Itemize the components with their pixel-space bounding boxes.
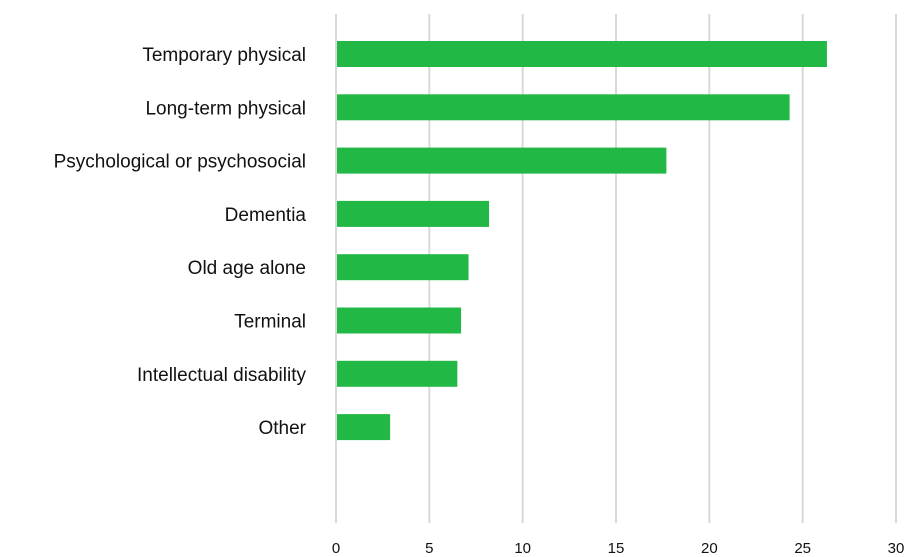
- category-label: Terminal: [234, 312, 306, 333]
- category-labels: Temporary physical Long-term physical Psyc…: [54, 45, 307, 439]
- x-tick-label: 30: [888, 540, 905, 557]
- category-label: Other: [258, 418, 306, 439]
- bar: [337, 94, 790, 121]
- x-tick-label: 20: [701, 540, 718, 557]
- x-tick-label: 5: [425, 540, 433, 557]
- category-label: Old age alone: [188, 258, 306, 279]
- x-tick-label: 0: [332, 540, 340, 557]
- bar: [337, 200, 490, 227]
- category-label: Psychological or psychosocial: [54, 152, 306, 173]
- bars: [337, 41, 827, 441]
- bar: [337, 254, 469, 281]
- bar: [337, 307, 462, 334]
- category-label: Intellectual disability: [137, 365, 306, 386]
- x-axis-tick-labels: 0 5 10 15 20 25 30: [332, 540, 905, 557]
- x-tick-label: 15: [608, 540, 625, 557]
- bar: [337, 41, 827, 67]
- x-tick-label: 25: [794, 540, 811, 557]
- category-label: Long-term physical: [145, 98, 306, 119]
- bar: [337, 360, 458, 387]
- bar: [337, 147, 667, 174]
- category-label: Dementia: [225, 205, 307, 226]
- category-label: Temporary physical: [142, 45, 306, 66]
- x-tick-label: 10: [514, 540, 531, 557]
- bar: [337, 414, 391, 441]
